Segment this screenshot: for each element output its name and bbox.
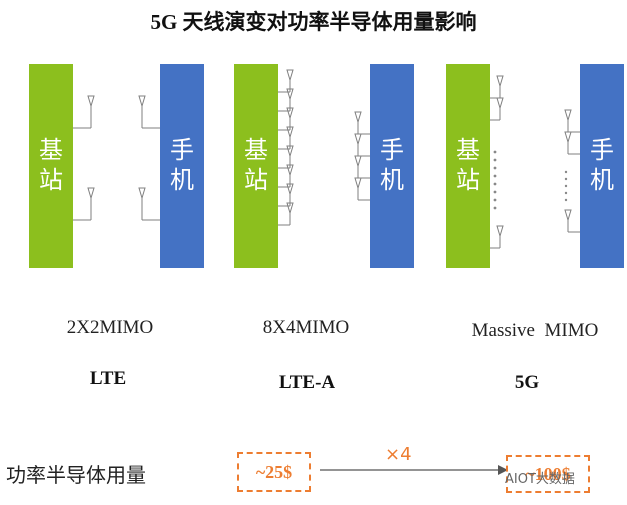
ellipsis-dot xyxy=(564,177,568,181)
base-station-char-2: 站 xyxy=(39,168,63,194)
generation-label-5g: 5G xyxy=(514,372,540,393)
antenna-icon xyxy=(286,145,294,158)
antenna-icon xyxy=(286,88,294,101)
ellipsis-dot xyxy=(493,158,497,162)
generation-label-lte-a: LTE-A xyxy=(278,372,336,393)
ellipsis-dot xyxy=(493,198,497,202)
antenna-icon xyxy=(286,183,294,196)
antenna-icon xyxy=(496,225,504,238)
antenna-icon xyxy=(354,133,362,146)
phone-char-2: 机 xyxy=(170,168,194,194)
ellipsis-dot xyxy=(493,174,497,178)
antenna-icon xyxy=(286,69,294,82)
antenna-icon xyxy=(87,95,95,108)
antenna-icon xyxy=(354,177,362,190)
mimo-label-lte: 2X2MIMO xyxy=(66,317,154,338)
antenna-icon xyxy=(354,111,362,124)
mimo-label-5g: Massive MIMO xyxy=(471,320,599,341)
usage-from-value: ~25$ xyxy=(237,452,311,492)
antenna-icon xyxy=(286,126,294,139)
antenna-icon xyxy=(286,202,294,215)
phone-char-2: 机 xyxy=(590,168,614,194)
mimo-label-lte-a: 8X4MIMO xyxy=(262,317,350,338)
antenna-icon xyxy=(354,155,362,168)
base-station-char-2: 站 xyxy=(244,168,268,194)
base-station-char-2: 站 xyxy=(456,168,480,194)
ellipsis-dot xyxy=(493,166,497,170)
diagram-title: 5G 天线演变对功率半导体用量影响 xyxy=(150,10,477,34)
ellipsis-dot xyxy=(493,206,497,210)
ellipsis-dot xyxy=(493,150,497,154)
antenna-icon xyxy=(496,97,504,110)
phone-char-2: 机 xyxy=(380,168,404,194)
phone-char-1: 手 xyxy=(380,138,404,164)
ellipsis-dot xyxy=(493,190,497,194)
power-semiconductor-usage-label: 功率半导体用量 xyxy=(6,463,146,487)
phone-block-lte: 手 机 xyxy=(160,64,204,268)
arrow-right-icon xyxy=(320,465,508,475)
antenna-icon xyxy=(564,131,572,144)
watermark-text: AIOT大数据 xyxy=(505,472,575,487)
antenna-icon xyxy=(138,187,146,200)
ellipsis-dot xyxy=(564,198,568,202)
phone-block-lte-a: 手 机 xyxy=(370,64,414,268)
ellipsis-dot xyxy=(493,182,497,186)
antenna-icon xyxy=(286,107,294,120)
generation-label-lte: LTE xyxy=(89,368,127,389)
base-station-block-lte-a: 基 站 xyxy=(234,64,278,268)
base-station-char-1: 基 xyxy=(456,138,480,164)
ellipsis-dot xyxy=(564,191,568,195)
antenna-icon xyxy=(138,95,146,108)
base-station-char-1: 基 xyxy=(244,138,268,164)
usage-to-value: ~100$ xyxy=(506,455,590,493)
phone-char-1: 手 xyxy=(170,138,194,164)
base-station-block-lte: 基 站 xyxy=(29,64,73,268)
phone-block-5g: 手 机 xyxy=(580,64,624,268)
base-station-char-1: 基 xyxy=(39,138,63,164)
antenna-icon xyxy=(564,109,572,122)
antenna-icon xyxy=(286,164,294,177)
base-station-block-5g: 基 站 xyxy=(446,64,490,268)
multiplier-label: ×4 xyxy=(385,444,412,465)
ellipsis-dot xyxy=(564,170,568,174)
antenna-icon xyxy=(496,75,504,88)
antenna-icon xyxy=(87,187,95,200)
ellipsis-dot xyxy=(564,184,568,188)
antenna-icon xyxy=(564,209,572,222)
phone-char-1: 手 xyxy=(590,138,614,164)
